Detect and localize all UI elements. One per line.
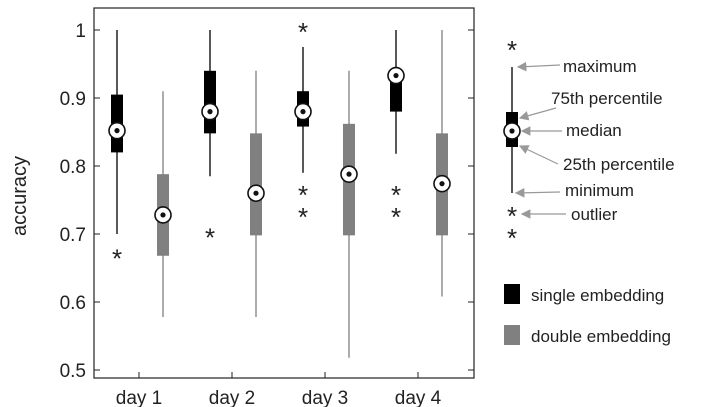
- key-arrow: [514, 188, 561, 198]
- single-embedding-median-dot: [114, 128, 120, 134]
- key-label-median: median: [566, 121, 622, 140]
- double-embedding-median-dot: [160, 212, 166, 218]
- legend-label: double embedding: [531, 327, 671, 346]
- double-embedding-box: [250, 133, 262, 236]
- y-axis-label: accuracy: [9, 156, 31, 236]
- single-embedding-median-dot: [300, 109, 306, 115]
- x-tick-label: day 3: [302, 388, 348, 407]
- key-label-maximum: maximum: [563, 57, 637, 76]
- y-tick-label: 0.9: [60, 89, 86, 110]
- double-embedding-median-dot: [253, 190, 259, 196]
- x-axis: day 1 day 2 day 3 day 4: [116, 372, 442, 407]
- legend-swatch-single: [504, 284, 520, 304]
- key-outlier: *: [507, 35, 517, 65]
- single-embedding-box: [204, 70, 216, 134]
- key-label-minimum: minimum: [565, 181, 634, 200]
- y-tick-label: 0.5: [60, 361, 86, 382]
- single-embedding-outlier: *: [298, 17, 308, 47]
- legend: single embedding double embedding: [504, 284, 671, 346]
- single-embedding-outlier: *: [391, 202, 401, 232]
- x-tick-label: day 2: [209, 388, 255, 407]
- key-median-dot: [509, 128, 515, 134]
- boxes: *******: [108, 17, 451, 358]
- key-outlier: *: [507, 223, 517, 253]
- key-label-outlier: outlier: [571, 205, 618, 224]
- single-embedding-outlier: *: [298, 202, 308, 232]
- key-arrow: [516, 61, 561, 72]
- double-embedding-median-dot: [439, 181, 445, 187]
- key-arrow: [518, 145, 559, 165]
- double-embedding-median-dot: [346, 171, 352, 177]
- y-tick-label: 1: [75, 21, 86, 42]
- key-arrow: [518, 107, 557, 121]
- single-embedding-median-dot: [207, 109, 213, 115]
- x-tick-label: day 4: [395, 388, 442, 407]
- single-embedding-median-dot: [393, 72, 399, 79]
- legend-label: single embedding: [531, 286, 664, 305]
- key-label-q1: 25th percentile: [563, 155, 675, 174]
- single-embedding-outlier: *: [112, 243, 122, 273]
- single-embedding-outlier: *: [391, 180, 401, 210]
- key-label-q3: 75th percentile: [551, 89, 663, 108]
- key-outlier: *: [507, 201, 517, 231]
- y-axis: 0.5 0.6 0.7 0.8 0.9 1: [60, 21, 474, 382]
- single-embedding-outlier: *: [298, 180, 308, 210]
- legend-swatch-double: [504, 325, 520, 345]
- plot-frame: [93, 7, 475, 379]
- y-tick-label: 0.7: [60, 225, 86, 246]
- single-embedding-outlier: *: [205, 222, 215, 252]
- y-tick-label: 0.6: [60, 293, 86, 314]
- y-tick-label: 0.8: [60, 157, 86, 178]
- x-tick-label: day 1: [116, 388, 162, 407]
